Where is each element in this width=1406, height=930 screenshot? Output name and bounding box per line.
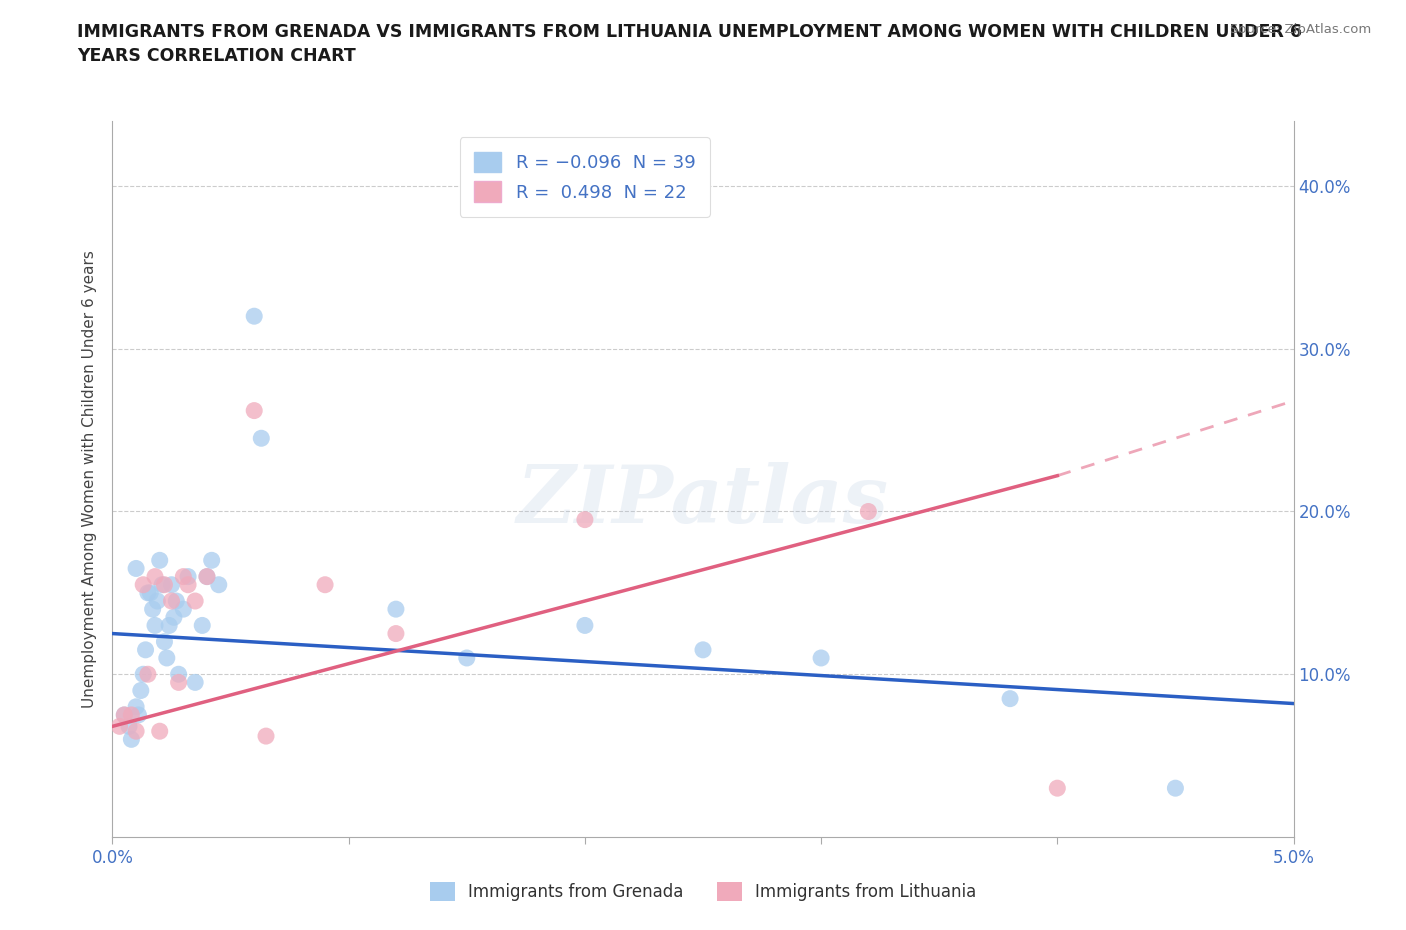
Point bbox=[118, 719, 141, 734]
Point bbox=[125, 561, 148, 576]
Point bbox=[157, 618, 180, 633]
Point bbox=[177, 578, 200, 592]
Legend: R = −0.096  N = 39, R =  0.498  N = 22: R = −0.096 N = 39, R = 0.498 N = 22 bbox=[460, 137, 710, 217]
Point bbox=[153, 578, 176, 592]
Point bbox=[125, 699, 148, 714]
Point bbox=[129, 683, 152, 698]
Point bbox=[195, 569, 218, 584]
Text: ZIPatlas: ZIPatlas bbox=[517, 461, 889, 539]
Point bbox=[120, 732, 142, 747]
Point bbox=[150, 578, 173, 592]
Point bbox=[160, 593, 183, 608]
Point bbox=[243, 309, 266, 324]
Point bbox=[243, 404, 266, 418]
Point bbox=[112, 708, 135, 723]
Point bbox=[165, 593, 187, 608]
Point bbox=[135, 643, 157, 658]
Point bbox=[132, 578, 155, 592]
Point bbox=[108, 719, 131, 734]
Point bbox=[172, 569, 194, 584]
Point bbox=[456, 651, 478, 666]
Legend: Immigrants from Grenada, Immigrants from Lithuania: Immigrants from Grenada, Immigrants from… bbox=[423, 875, 983, 908]
Point bbox=[167, 667, 190, 682]
Point bbox=[153, 634, 176, 649]
Point bbox=[156, 651, 179, 666]
Point bbox=[160, 578, 183, 592]
Point bbox=[385, 602, 408, 617]
Point bbox=[143, 618, 166, 633]
Point bbox=[167, 675, 190, 690]
Text: IMMIGRANTS FROM GRENADA VS IMMIGRANTS FROM LITHUANIA UNEMPLOYMENT AMONG WOMEN WI: IMMIGRANTS FROM GRENADA VS IMMIGRANTS FR… bbox=[77, 23, 1302, 65]
Point bbox=[574, 512, 596, 527]
Point bbox=[574, 618, 596, 633]
Point bbox=[195, 569, 218, 584]
Point bbox=[146, 593, 169, 608]
Point bbox=[163, 610, 186, 625]
Text: Source: ZipAtlas.com: Source: ZipAtlas.com bbox=[1230, 23, 1371, 36]
Point bbox=[998, 691, 1021, 706]
Point bbox=[385, 626, 408, 641]
Point bbox=[201, 552, 224, 567]
Point bbox=[184, 675, 207, 690]
Point bbox=[1164, 781, 1187, 796]
Point bbox=[142, 602, 165, 617]
Point bbox=[132, 667, 155, 682]
Point bbox=[692, 643, 714, 658]
Point bbox=[314, 578, 336, 592]
Point bbox=[250, 431, 273, 445]
Point bbox=[810, 651, 832, 666]
Point bbox=[254, 729, 277, 744]
Point bbox=[172, 602, 194, 617]
Point bbox=[143, 569, 166, 584]
Point bbox=[112, 708, 135, 723]
Point bbox=[120, 708, 142, 723]
Point bbox=[177, 569, 200, 584]
Point bbox=[184, 593, 207, 608]
Point bbox=[858, 504, 880, 519]
Point bbox=[149, 724, 172, 738]
Point bbox=[191, 618, 214, 633]
Point bbox=[208, 578, 231, 592]
Point bbox=[136, 586, 159, 601]
Point bbox=[139, 586, 162, 601]
Y-axis label: Unemployment Among Women with Children Under 6 years: Unemployment Among Women with Children U… bbox=[82, 250, 97, 708]
Point bbox=[125, 724, 148, 738]
Point bbox=[1046, 781, 1069, 796]
Point bbox=[127, 708, 149, 723]
Point bbox=[136, 667, 159, 682]
Point bbox=[149, 552, 172, 567]
